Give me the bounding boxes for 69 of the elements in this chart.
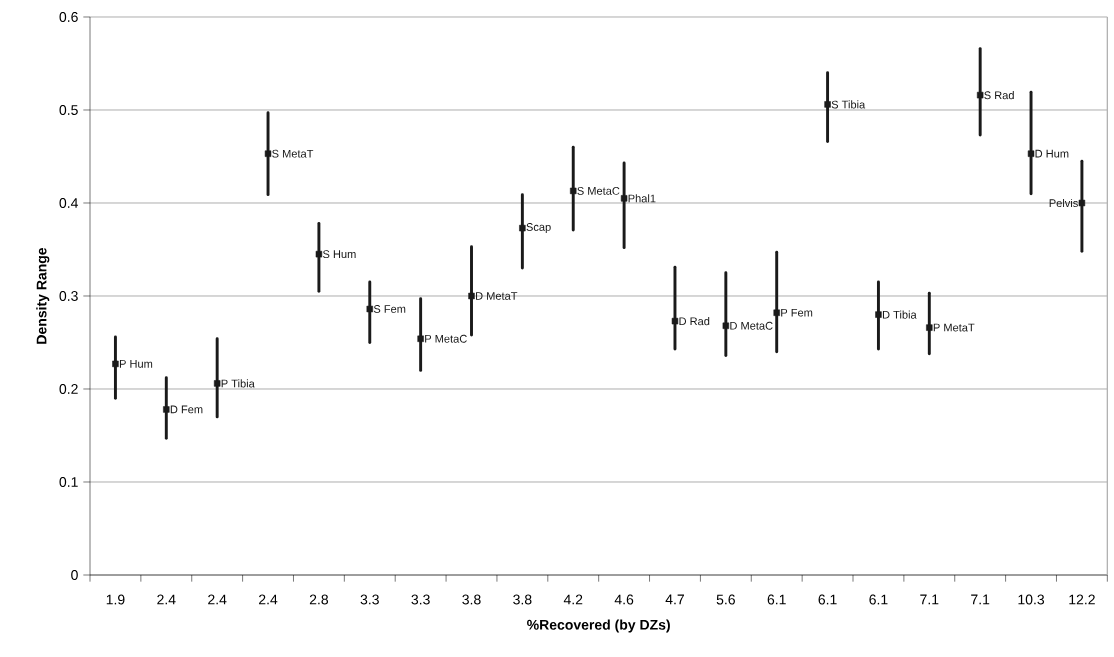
x-tick-label: 4.7: [665, 594, 684, 605]
series-label: P Hum: [119, 360, 153, 368]
x-tick-label: 10.3: [1018, 594, 1045, 605]
x-tick-label: 3.8: [513, 594, 532, 605]
point: [1078, 199, 1086, 207]
series-label: P MetaT: [933, 323, 975, 332]
x-tick-label: 12.2: [1069, 594, 1095, 605]
point: [213, 380, 221, 387]
series-label: S Fem: [373, 305, 406, 313]
x-tick-label: 3.3: [360, 594, 379, 605]
series-label: P Fem: [781, 308, 813, 317]
point: [722, 322, 730, 329]
x-tick-label: 4.2: [563, 594, 583, 605]
point: [875, 311, 882, 318]
y-tick-label: 0.2: [59, 384, 78, 394]
series-label: Pelvis: [1049, 198, 1078, 208]
x-tick-label: 6.1: [767, 594, 786, 605]
point: [1027, 150, 1035, 157]
y-axis-title: Density Range: [36, 247, 50, 344]
series-label: D Tibia: [882, 310, 917, 319]
point: [264, 150, 272, 157]
point: [112, 360, 119, 368]
series-label: S MetaT: [272, 149, 314, 158]
point: [315, 250, 323, 258]
x-tick-label: 6.1: [869, 594, 888, 605]
y-tick-label: 0.4: [59, 198, 78, 208]
point: [570, 187, 577, 195]
series-label: S Rad: [984, 91, 1014, 100]
point: [620, 195, 628, 202]
series-label: D Hum: [1035, 149, 1069, 158]
x-axis-title: %Recovered (by DZs): [527, 619, 670, 633]
series-label: Phal1: [628, 194, 656, 203]
point: [926, 324, 933, 331]
x-tick-label: 1.9: [106, 594, 125, 605]
series-label: S Hum: [323, 250, 356, 259]
x-tick-label: 7.1: [920, 594, 939, 605]
point: [671, 317, 679, 325]
series-label: P Tibia: [221, 379, 255, 388]
point: [417, 335, 424, 342]
y-tick-label: 0.5: [59, 105, 78, 115]
y-tick-label: 0: [71, 570, 78, 580]
x-tick-label: 2.4: [157, 594, 176, 605]
series-label: D MetaT: [476, 292, 518, 300]
x-tick-label: 2.4: [259, 594, 278, 605]
point: [824, 101, 831, 108]
x-tick-label: 5.6: [716, 594, 735, 605]
series-label: D Rad: [679, 317, 710, 326]
point: [519, 224, 526, 232]
point: [163, 406, 170, 413]
point: [468, 292, 475, 300]
x-tick-label: 6.1: [818, 594, 837, 605]
point: [976, 91, 984, 99]
series-label: D MetaC: [730, 321, 773, 330]
point: [773, 309, 780, 316]
y-tick-label: 0.1: [59, 477, 78, 487]
x-tick-label: 2.4: [208, 594, 227, 605]
x-tick-label: 4.6: [614, 594, 634, 605]
x-tick-label: 3.8: [462, 594, 481, 605]
x-tick-label: 3.3: [411, 594, 430, 605]
y-tick-label: 0.3: [59, 291, 78, 301]
y-tick-label: 0.6: [59, 12, 78, 22]
point: [366, 305, 373, 313]
x-tick-label: 7.1: [971, 594, 990, 605]
series-label: P MetaC: [425, 334, 467, 343]
x-tick-label: 2.8: [309, 594, 329, 605]
series-label: D Fem: [170, 405, 203, 414]
series-label: S MetaC: [577, 187, 620, 195]
series-label: Scap: [526, 223, 551, 234]
series-label: S Tibia: [831, 100, 866, 109]
